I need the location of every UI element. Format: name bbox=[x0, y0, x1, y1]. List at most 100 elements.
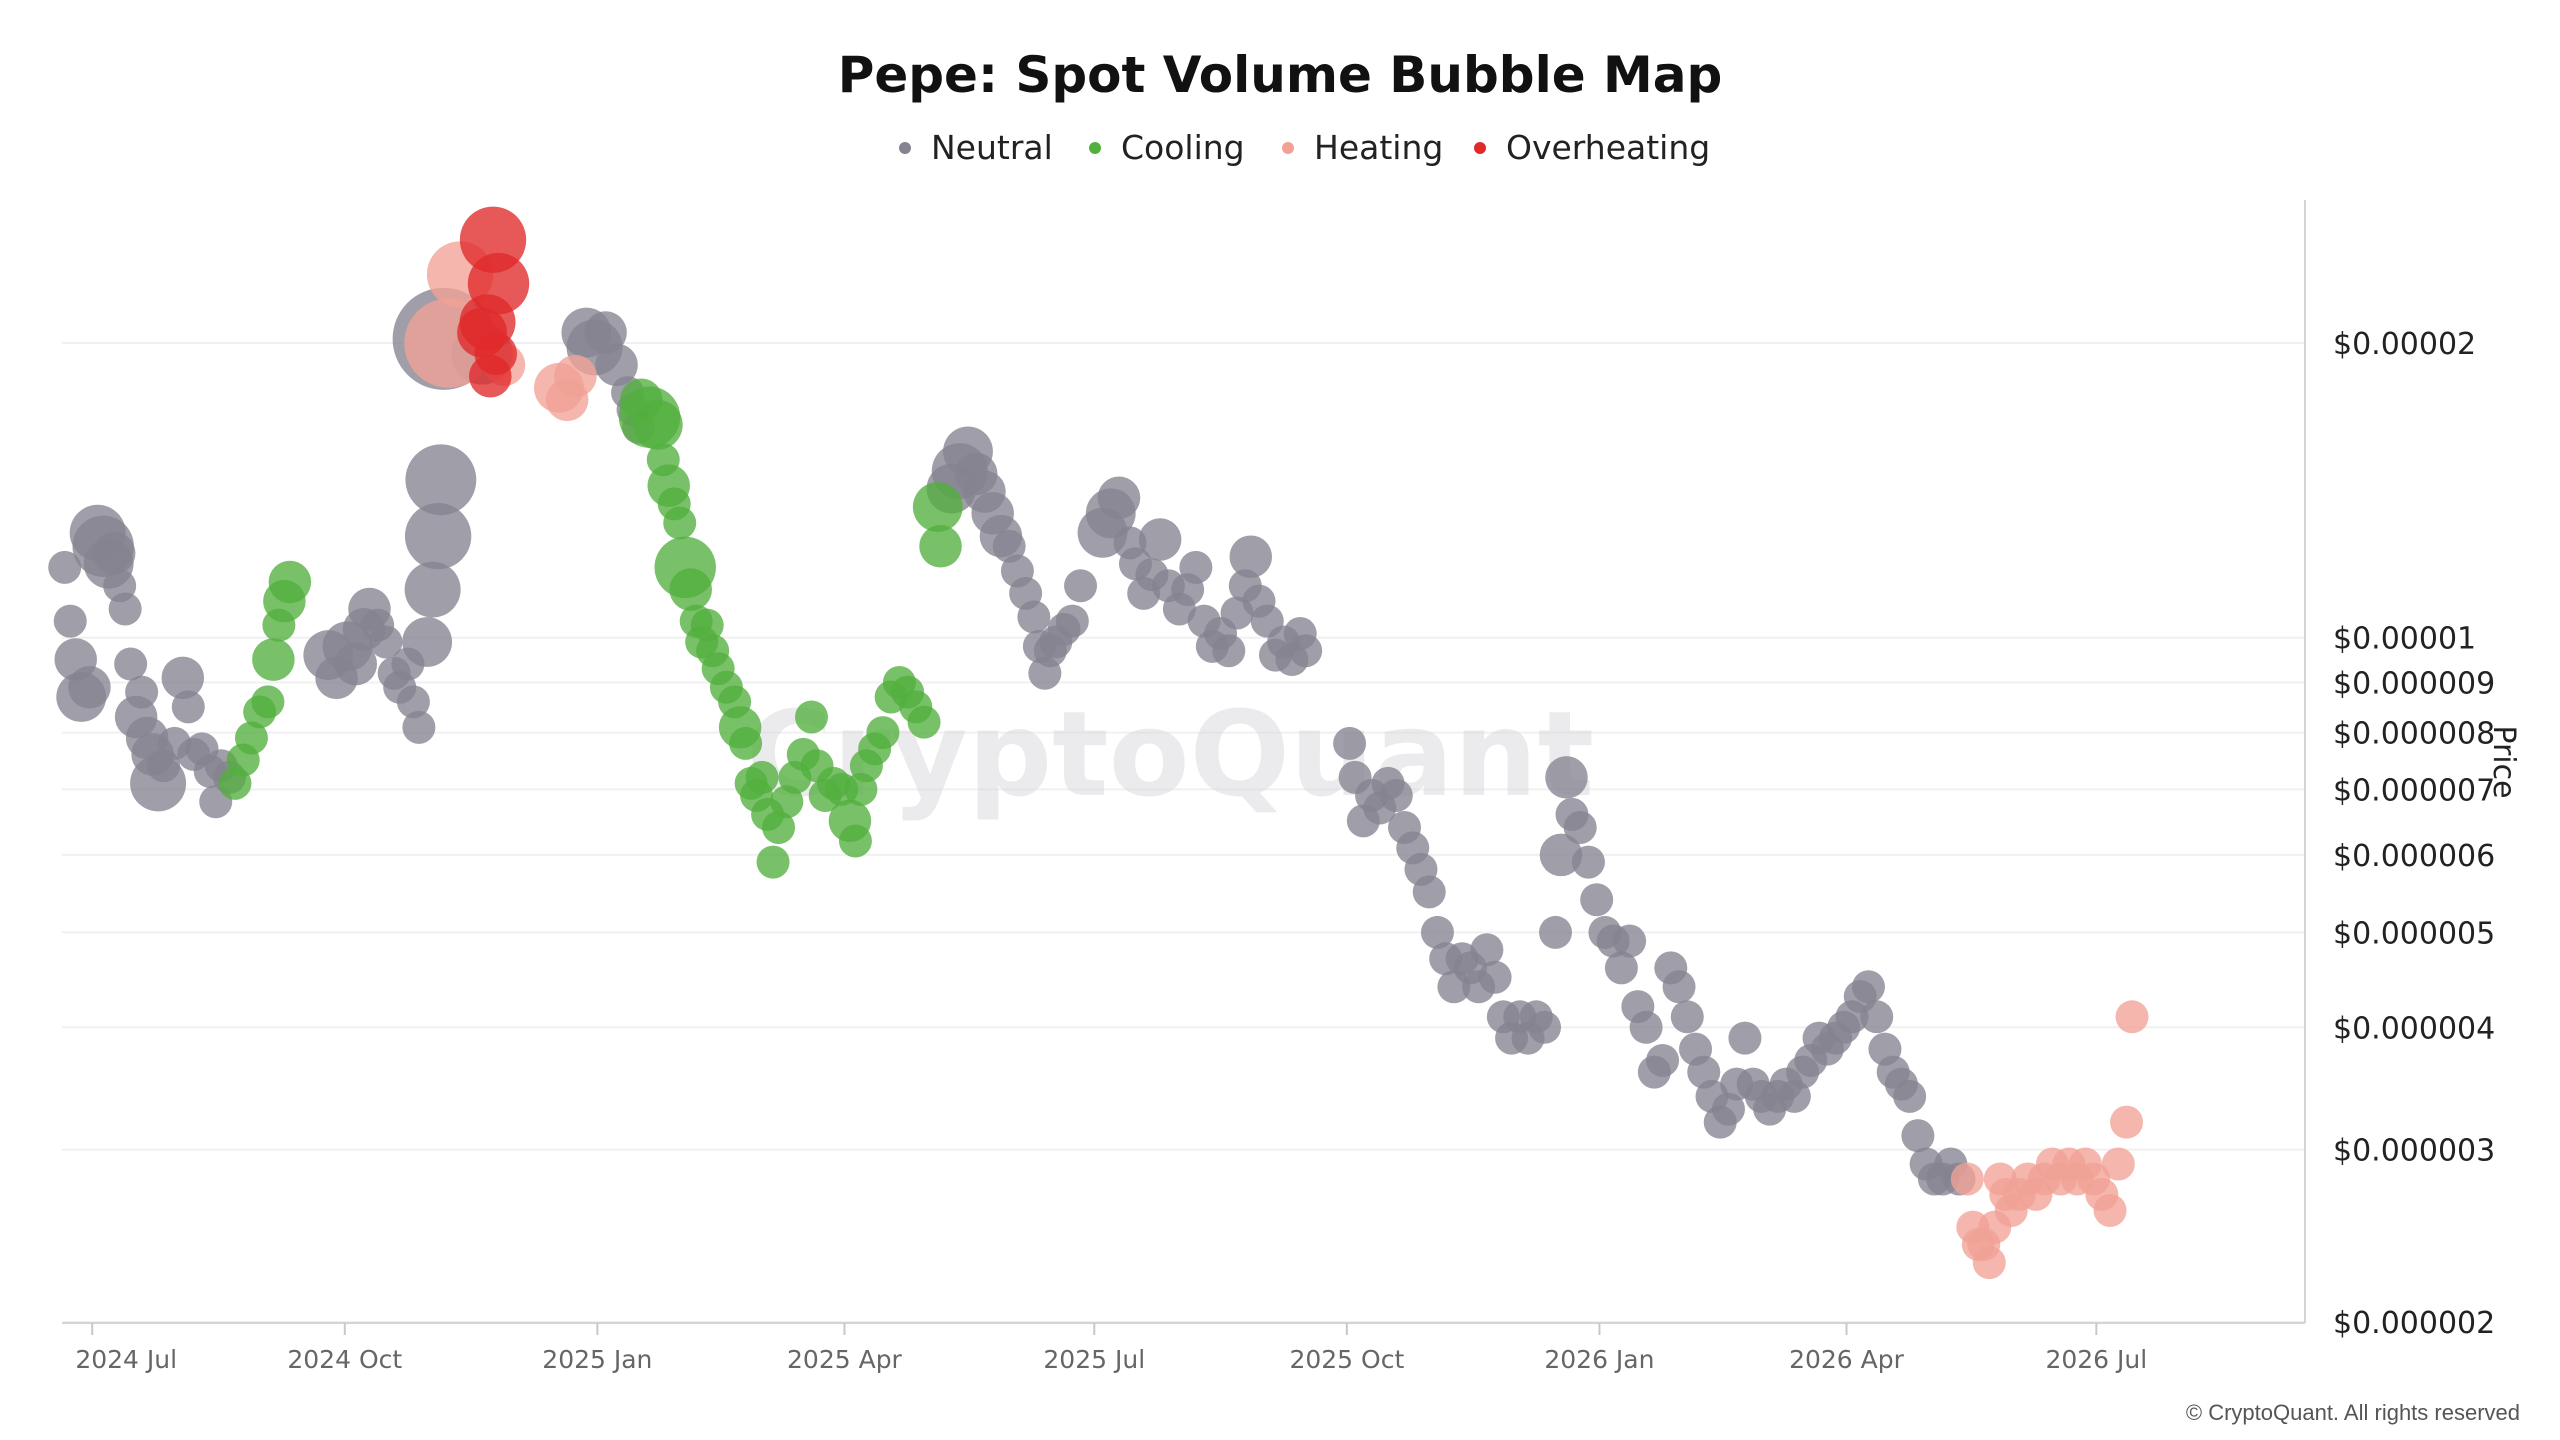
bubble-neutral bbox=[1055, 604, 1089, 638]
bubble-neutral bbox=[334, 642, 378, 686]
x-tick-label: 2026 Jul bbox=[2045, 1345, 2147, 1374]
bubble-cooling bbox=[756, 845, 790, 879]
y-tick-label: $0.000004 bbox=[2333, 1011, 2495, 1046]
bubble-neutral bbox=[1528, 1010, 1562, 1044]
bubble-neutral bbox=[1860, 1000, 1894, 1034]
bubble-neutral bbox=[48, 550, 82, 584]
bubble-cooling bbox=[907, 705, 941, 739]
y-tick-label: $0.000008 bbox=[2333, 717, 2495, 752]
legend-marker-neutral bbox=[899, 142, 911, 154]
bubble-neutral bbox=[1017, 600, 1051, 634]
bubble-neutral bbox=[1212, 634, 1246, 668]
x-tick-label: 2025 Jan bbox=[542, 1345, 652, 1374]
legend-label-neutral: Neutral bbox=[931, 128, 1053, 167]
bubble-neutral bbox=[1901, 1119, 1935, 1153]
bubble-neutral bbox=[1613, 924, 1647, 958]
bubble-cooling bbox=[234, 721, 268, 755]
bubble-neutral bbox=[402, 710, 436, 744]
bubble-neutral bbox=[369, 625, 403, 659]
bubble-neutral bbox=[1711, 1092, 1745, 1126]
x-tick-label: 2026 Jan bbox=[1544, 1345, 1654, 1374]
bubble-neutral bbox=[1138, 518, 1182, 561]
bubble-neutral bbox=[1728, 1021, 1762, 1055]
bubble-cooling bbox=[268, 560, 312, 604]
bubble-neutral bbox=[1563, 810, 1597, 844]
bubble-neutral bbox=[1539, 915, 1573, 949]
bubble-heating bbox=[554, 354, 597, 398]
bubble-neutral bbox=[1379, 779, 1413, 813]
bubble-neutral bbox=[1571, 845, 1605, 879]
bubble-heating bbox=[2115, 1000, 2149, 1034]
legend-label-cooling: Cooling bbox=[1121, 128, 1245, 167]
bubble-heating bbox=[1972, 1246, 2006, 1280]
bubble-neutral bbox=[1662, 970, 1696, 1004]
bubble-cooling bbox=[866, 716, 900, 750]
y-tick-label: $0.000007 bbox=[2333, 773, 2495, 808]
bubble-neutral bbox=[1229, 535, 1273, 578]
bubble-neutral bbox=[1646, 1043, 1680, 1077]
legend-label-overheating: Overheating bbox=[1506, 128, 1710, 167]
chart-title: Pepe: Spot Volume Bubble Map bbox=[838, 46, 1723, 104]
legend: Neutral Cooling Heating Overheating bbox=[899, 128, 1710, 167]
y-tick-label: $0.00001 bbox=[2333, 622, 2476, 657]
legend-marker-overheating bbox=[1474, 142, 1486, 154]
bubble-neutral bbox=[404, 561, 461, 618]
bubble-cooling bbox=[762, 810, 796, 844]
bubble-neutral bbox=[92, 531, 136, 575]
bubble-neutral bbox=[68, 666, 111, 709]
bubble-neutral bbox=[1478, 960, 1512, 994]
bubble-cooling bbox=[251, 685, 285, 719]
legend-marker-heating bbox=[1282, 142, 1294, 154]
bubble-neutral bbox=[1893, 1079, 1927, 1113]
bubble-cooling bbox=[729, 726, 763, 760]
bubble-heating bbox=[2093, 1193, 2127, 1227]
x-tick-label: 2024 Jul bbox=[75, 1345, 177, 1374]
y-tick-label: $0.00002 bbox=[2333, 327, 2476, 362]
y-tick-label: $0.000003 bbox=[2333, 1134, 2495, 1169]
bubble-cooling bbox=[632, 399, 683, 450]
bubble-cooling bbox=[669, 568, 712, 611]
bubble-neutral bbox=[108, 592, 142, 626]
bubble-cooling bbox=[919, 525, 962, 568]
bubble-neutral bbox=[1470, 933, 1504, 967]
bubble-neutral bbox=[161, 656, 205, 700]
x-tick-label: 2026 Apr bbox=[1789, 1345, 1905, 1374]
bubble-neutral bbox=[1604, 951, 1638, 985]
bubble-neutral bbox=[1629, 1010, 1663, 1044]
bubble-neutral bbox=[1580, 883, 1614, 917]
bubble-neutral bbox=[1539, 833, 1583, 877]
bubble-neutral bbox=[1097, 476, 1141, 520]
bubble-cooling bbox=[745, 760, 779, 794]
bubble-neutral bbox=[396, 685, 430, 719]
bubble-cooling bbox=[663, 506, 697, 540]
bubbles bbox=[48, 206, 2149, 1280]
bubble-neutral bbox=[1851, 970, 1885, 1004]
bubble-neutral bbox=[1670, 1000, 1704, 1034]
bubble-neutral bbox=[1179, 550, 1213, 584]
bubble-neutral bbox=[1545, 756, 1588, 799]
axes: $0.00002 $0.00001 $0.000009 $0.000008 $0.000… bbox=[62, 200, 2495, 1374]
bubble-cooling bbox=[838, 824, 872, 858]
y-tick-label: $0.000006 bbox=[2333, 839, 2495, 874]
credit: © CryptoQuant. All rights reserved bbox=[2186, 1400, 2520, 1425]
x-tick-label: 2025 Apr bbox=[787, 1345, 903, 1374]
y-axis-label: Price bbox=[2486, 725, 2521, 798]
bubble-neutral bbox=[595, 343, 638, 387]
bubble-neutral bbox=[404, 502, 472, 570]
bubble-neutral bbox=[584, 311, 627, 354]
bubble-neutral bbox=[1333, 726, 1367, 760]
bubble-neutral bbox=[125, 675, 159, 709]
bubble-neutral bbox=[1064, 569, 1098, 603]
y-tick-label: $0.000009 bbox=[2333, 667, 2495, 702]
bubble-neutral bbox=[114, 647, 148, 681]
bubble-heating bbox=[1950, 1162, 1984, 1196]
bubble-neutral bbox=[402, 617, 453, 667]
bubble-neutral bbox=[405, 444, 477, 516]
x-tick-label: 2025 Jul bbox=[1043, 1345, 1145, 1374]
bubble-neutral bbox=[53, 604, 87, 638]
x-tick-label: 2025 Oct bbox=[1289, 1345, 1404, 1374]
bubble-neutral bbox=[1289, 634, 1323, 668]
legend-label-heating: Heating bbox=[1314, 128, 1443, 167]
bubble-heating bbox=[2110, 1105, 2144, 1139]
bubble-neutral bbox=[1412, 875, 1446, 909]
